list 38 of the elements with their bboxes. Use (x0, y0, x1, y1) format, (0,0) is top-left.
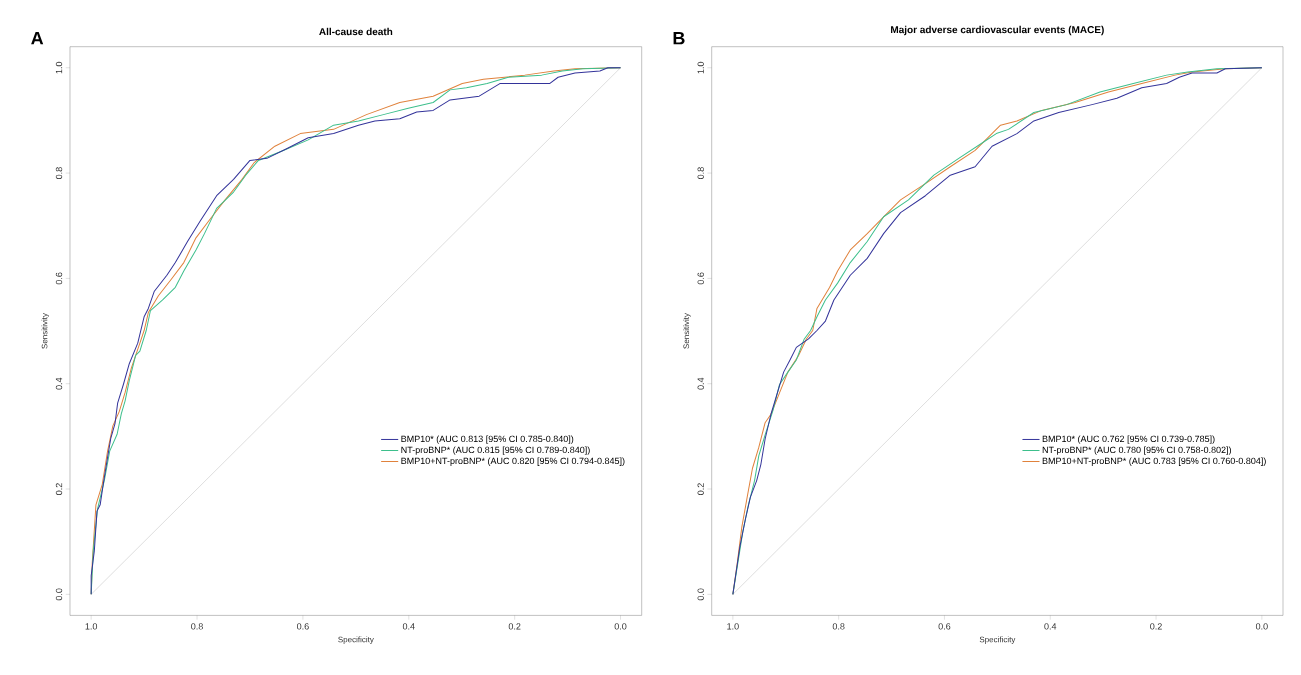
x-tick-label: 0.6 (938, 623, 951, 630)
y-tick-label: 0.4 (55, 377, 63, 390)
legend-label: NT-proBNP* (AUC 0.815 [95% CI 0.789-0.840]) (401, 446, 590, 455)
x-tick-label: 0.4 (1044, 623, 1057, 630)
x-tick-label: 0.0 (1255, 623, 1268, 630)
chart-title: Major adverse cardiovascular events (MACE) (891, 25, 1104, 36)
legend-label: NT-proBNP* (AUC 0.780 [95% CI 0.758-0.802]) (1042, 446, 1232, 455)
x-tick-label: 0.8 (832, 623, 845, 630)
y-tick-label: 1.0 (697, 61, 704, 74)
text: A (31, 31, 44, 45)
y-tick-label: 1.0 (55, 61, 63, 74)
y-tick-label: 0.8 (55, 167, 63, 179)
y-axis-title: Sensitivity (41, 313, 49, 349)
y-tick-label: 0.8 (697, 167, 704, 179)
x-tick-label: 0.2 (1150, 623, 1162, 630)
text: B (673, 31, 685, 45)
x-tick-label: 0.6 (297, 623, 309, 630)
y-axis-title: Sensitivity (683, 313, 691, 349)
x-tick-label: 0.8 (191, 623, 203, 630)
x-tick-label: 0.0 (614, 623, 627, 630)
legend-label: BMP10* (AUC 0.813 [95% CI 0.785-0.840]) (401, 435, 574, 444)
x-tick-label: 0.4 (402, 623, 415, 630)
y-tick-label: 0.6 (55, 272, 63, 285)
x-axis-title: Specificity (338, 636, 374, 644)
x-tick-label: 1.0 (727, 623, 739, 630)
y-tick-label: 0.4 (697, 377, 704, 390)
legend-label: BMP10* (AUC 0.762 [95% CI 0.739-0.785]) (1042, 435, 1215, 444)
y-tick-label: 0.2 (55, 483, 63, 495)
x-axis-title: Specificity (979, 636, 1016, 644)
y-tick-label: 0.6 (697, 272, 704, 285)
x-tick-label: 1.0 (85, 623, 98, 630)
legend-label: BMP10+NT-proBNP* (AUC 0.783 [95% CI 0.760-0.804]) (1042, 457, 1266, 466)
y-tick-label: 0.2 (697, 483, 704, 495)
y-tick-label: 0.0 (697, 588, 704, 601)
y-tick-label: 0.0 (55, 588, 63, 601)
legend-label: BMP10+NT-proBNP* (AUC 0.820 [95% CI 0.794-0.845]) (401, 457, 625, 466)
x-tick-label: 0.2 (508, 623, 521, 630)
chart-title: All-cause death (319, 27, 393, 36)
